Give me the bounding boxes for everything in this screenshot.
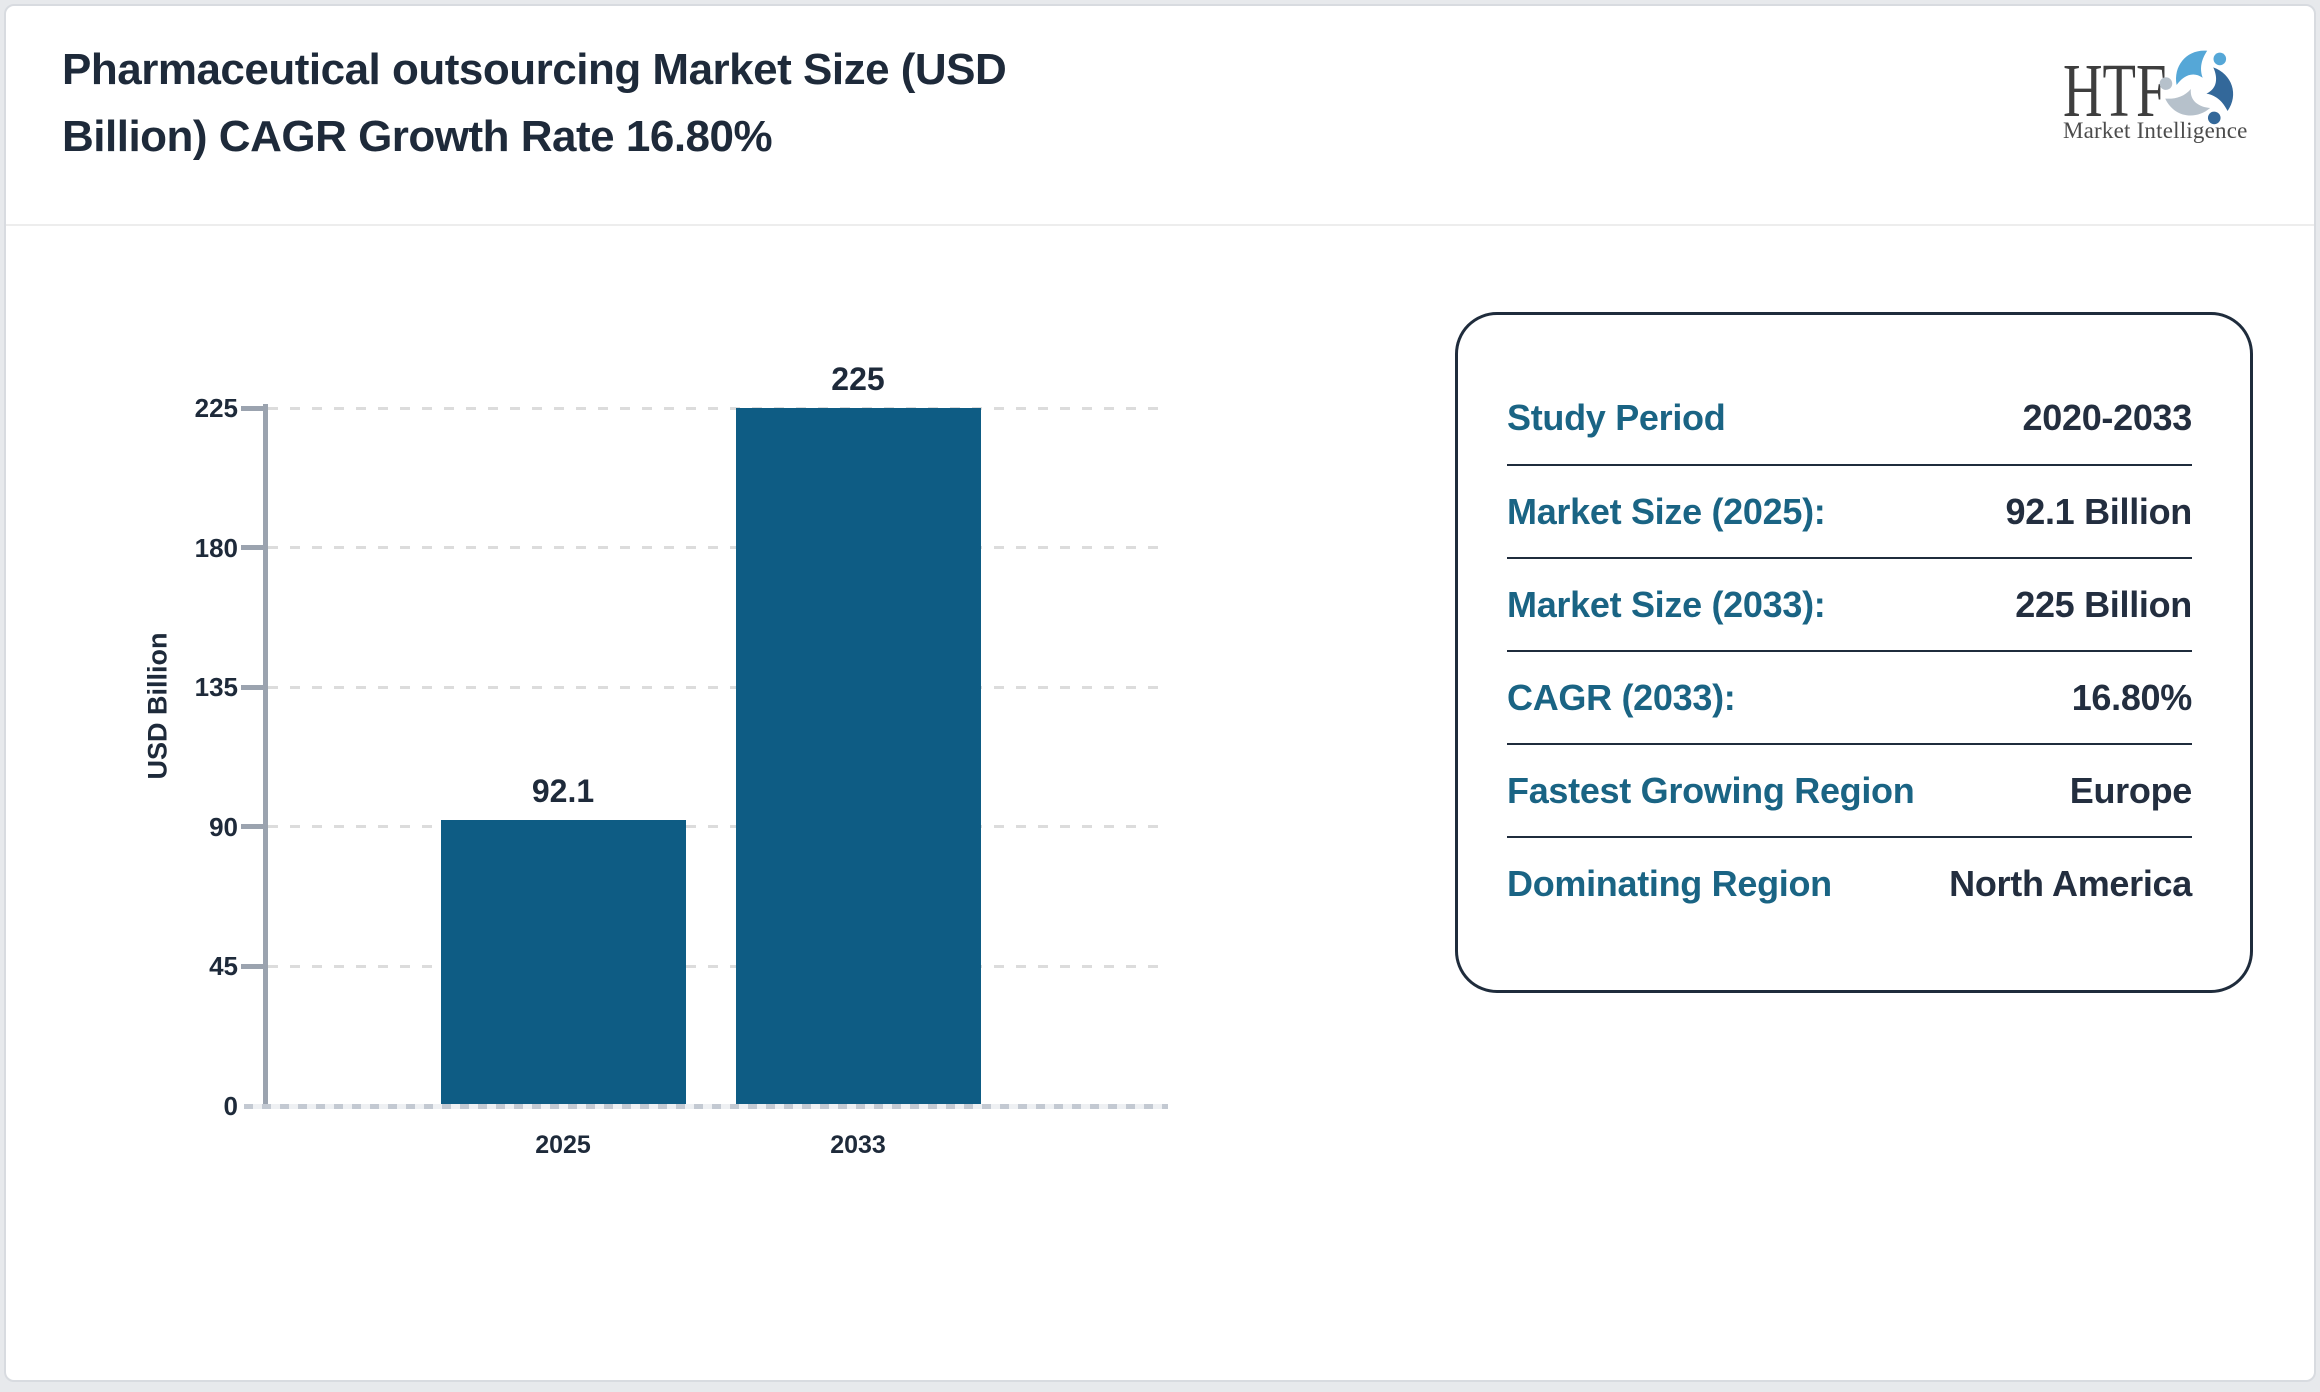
bar-2025	[440, 820, 686, 1106]
x-tick-label: 2025	[535, 1131, 591, 1159]
stat-value: Europe	[2069, 769, 2193, 811]
stat-value: North America	[1949, 862, 2192, 904]
stat-value: 16.80%	[2071, 676, 2193, 718]
logo-swirl-icon	[2159, 50, 2234, 125]
y-gridline	[268, 964, 1168, 968]
y-tick-mark	[241, 405, 263, 411]
y-tick-label: 180	[194, 532, 238, 563]
stat-row: Market Size (2033): 225 Billion	[1507, 557, 2192, 650]
y-tick-mark	[241, 824, 263, 830]
stat-label: Study Period	[1507, 396, 1726, 438]
stat-row: Study Period 2020-2033	[1507, 371, 2192, 464]
stat-label: Market Size (2033):	[1507, 583, 1826, 625]
y-tick-label: 90	[209, 811, 238, 842]
bar-value-label: 225	[831, 361, 885, 397]
stat-label: Market Size (2025):	[1507, 490, 1826, 532]
y-gridline	[268, 406, 1168, 410]
stat-value: 225 Billion	[2015, 583, 2192, 625]
bar-chart: USD Billion 0 45 90 135 180 225 92.1 2025 225 203…	[6, 6, 2314, 1380]
header-divider	[6, 224, 2314, 226]
y-gridline	[268, 685, 1168, 689]
logo-subtitle: Market Intelligence	[2063, 118, 2248, 143]
x-tick-label: 2033	[830, 1131, 886, 1159]
stat-value: 2020-2033	[2022, 396, 2193, 438]
y-tick-mark	[241, 684, 263, 690]
stat-label: Dominating Region	[1507, 862, 1832, 904]
stat-row: Dominating Region North America	[1507, 836, 2192, 929]
y-tick-label: 225	[194, 393, 238, 423]
x-axis-baseline	[244, 1103, 1168, 1109]
report-card: Pharmaceutical outsourcing Market Size (…	[4, 4, 2316, 1382]
bar-2033	[735, 408, 981, 1106]
y-tick-label: 45	[209, 951, 238, 982]
y-gridline	[268, 825, 1168, 829]
stats-panel: Study Period 2020-2033 Market Size (2025):…	[1455, 312, 2253, 993]
stat-value: 92.1 Billion	[2005, 490, 2193, 532]
bar-value-label: 92.1	[531, 773, 595, 810]
y-axis-spine	[263, 404, 268, 1109]
y-axis-title: USD Billion	[142, 632, 173, 780]
stat-row: Market Size (2025): 92.1 Billion	[1507, 464, 2192, 557]
stat-label: CAGR (2033):	[1507, 676, 1736, 718]
y-tick-mark	[241, 963, 263, 969]
y-tick-label: 0	[223, 1091, 238, 1121]
y-tick-label: 135	[194, 672, 238, 703]
y-tick-mark	[241, 545, 263, 551]
stat-label: Fastest Growing Region	[1507, 769, 1915, 811]
stat-row: CAGR (2033): 16.80%	[1507, 650, 2192, 743]
page-title: Pharmaceutical outsourcing Market Size (…	[62, 45, 1007, 161]
stat-row: Fastest Growing Region Europe	[1507, 743, 2192, 836]
y-gridline	[268, 546, 1168, 550]
htf-logo-text: HTF	[2063, 49, 2167, 133]
